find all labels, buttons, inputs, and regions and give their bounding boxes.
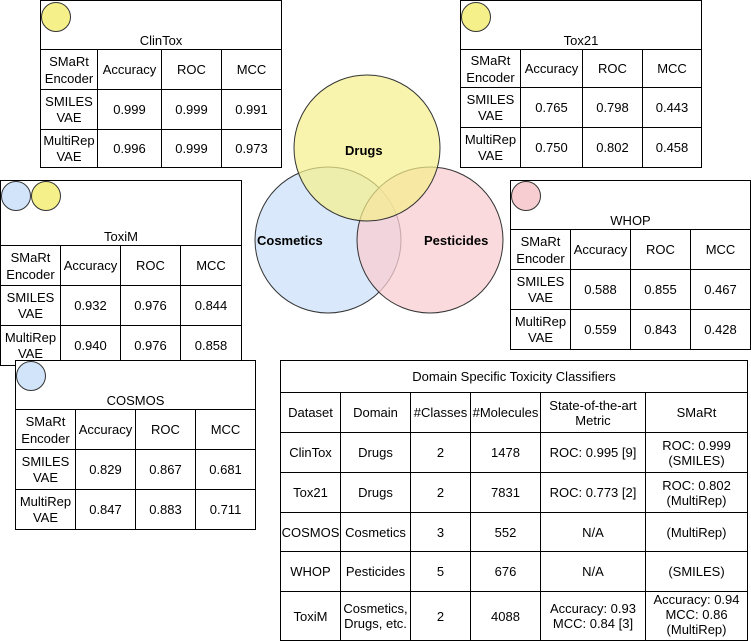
drugs-color-circle (461, 2, 491, 32)
drugs-circle (293, 74, 441, 222)
header-accuracy: Accuracy (520, 49, 583, 88)
header-mcc: MCC (689, 229, 751, 270)
summary-header-row: Dataset Domain #Classes #Molecules State… (280, 392, 749, 433)
clintox-table: ClinTox SMaRt Encoder Accuracy ROC MCC S… (40, 0, 282, 168)
summary-table-title: Domain Specific Toxicity Classifiers (279, 360, 749, 393)
header-encoder: SMaRt Encoder (510, 229, 571, 270)
header-accuracy: Accuracy (75, 409, 136, 450)
cosmetics-color-circle (16, 361, 46, 391)
table-row: COSMOS Cosmetics 3 552 N/A (MultiRep) (280, 512, 749, 552)
table-row: SMILES VAE 0.588 0.855 0.467 (510, 269, 751, 310)
header-roc: ROC (120, 245, 181, 286)
pesticides-color-circle (511, 181, 541, 211)
table-row: MultiRep VAE 0.559 0.843 0.428 (510, 309, 751, 350)
cosmetics-color-circle (1, 181, 31, 211)
cosmos-table: COSMOS SMaRt Encoder Accuracy ROC MCC SM… (14, 360, 257, 530)
header-accuracy: Accuracy (570, 229, 631, 270)
tox21-table: Tox21 SMaRt Encoder Accuracy ROC MCC SMI… (459, 0, 703, 168)
drugs-label: Drugs (345, 143, 383, 158)
table-row: SMILES VAE 0.999 0.999 0.991 (40, 89, 282, 130)
whop-table-title: WHOP (509, 180, 751, 230)
table-row: Tox21 Drugs 2 7831 ROC: 0.773 [2] ROC: 0… (280, 472, 749, 513)
tox21-table-title: Tox21 (459, 0, 703, 50)
cosmetics-label: Cosmetics (257, 233, 323, 248)
header-roc: ROC (630, 229, 691, 270)
table-row: MultiRep VAE 0.996 0.999 0.973 (40, 129, 282, 168)
header-mcc: MCC (179, 245, 243, 286)
header-encoder: SMaRt Encoder (0, 245, 61, 286)
table-row: WHOP Pesticides 5 676 N/A (SMILES) (280, 551, 749, 592)
clintox-table-title: ClinTox (40, 0, 282, 50)
table-row: MultiRep VAE 0.847 0.883 0.711 (15, 489, 257, 530)
table-row: ToxiM Cosmetics, Drugs, etc. 2 4088 Accu… (280, 591, 749, 641)
drugs-color-circle (41, 2, 71, 32)
header-mcc: MCC (641, 49, 703, 88)
table-row: MultiRep VAE 0.750 0.802 0.458 (460, 127, 703, 168)
table-row: ClinTox Drugs 2 1478 ROC: 0.995 [9] ROC:… (280, 432, 749, 473)
whop-table: WHOP SMaRt Encoder Accuracy ROC MCC SMIL… (509, 180, 751, 350)
toxim-table: ToxiM SMaRt Encoder Accuracy ROC MCC SMI… (0, 180, 243, 366)
table-row: MultiRep VAE 0.940 0.976 0.858 (0, 325, 243, 366)
drugs-color-circle (31, 181, 61, 211)
summary-table: Domain Specific Toxicity Classifiers Dat… (279, 360, 749, 641)
pesticides-label: Pesticides (424, 233, 489, 248)
table-row: SMILES VAE 0.932 0.976 0.844 (0, 285, 243, 326)
header-mcc: MCC (194, 409, 257, 450)
header-roc: ROC (135, 409, 196, 450)
cosmos-table-title: COSMOS (14, 360, 257, 410)
header-accuracy: Accuracy (60, 245, 121, 286)
toxim-table-title: ToxiM (0, 180, 243, 246)
header-mcc: MCC (221, 49, 282, 90)
header-roc: ROC (161, 49, 222, 90)
header-roc: ROC (582, 49, 643, 88)
